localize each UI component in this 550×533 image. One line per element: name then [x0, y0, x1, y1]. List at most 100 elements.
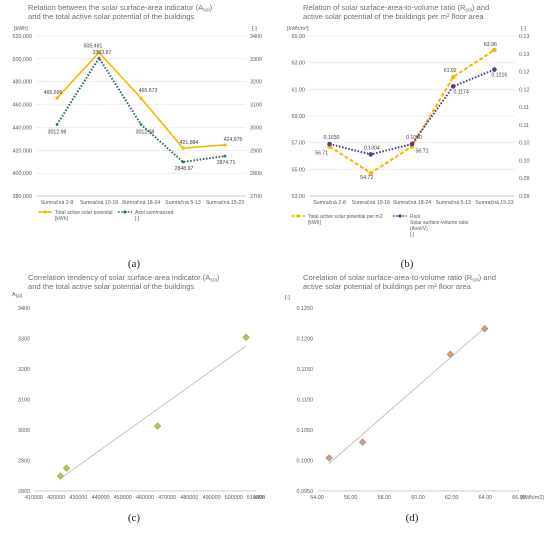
chart-a-ytick-right: 2700: [250, 194, 262, 200]
chart-b-series-line-0: [329, 49, 495, 175]
chart-b-ytick-right: 0.13: [519, 34, 530, 40]
chart-b-ytick-right: 0.11: [519, 105, 529, 111]
caption-a: (a): [127, 258, 141, 270]
chart-a-point-1: [223, 154, 227, 158]
chart-b-point-0: [450, 74, 456, 80]
chart-d-title-line: active solar potential of buildings per …: [303, 282, 472, 291]
chart-b-point-1: [409, 141, 415, 147]
chart-a-legend-marker-1: [123, 210, 127, 214]
chart-c-ytick: 3100: [18, 398, 30, 404]
chart-c-xtick: 510000: [247, 495, 265, 501]
chart-c-xtick: 440000: [92, 495, 110, 501]
chart-d-scatter-point: [358, 438, 367, 446]
chart-b-ytick-right: 0.10: [519, 158, 530, 164]
chart-b-data-label-0: 63.96: [484, 42, 497, 48]
chart-b-data-label-1: 0.1004: [364, 145, 380, 151]
chart-b-point-1: [368, 152, 374, 157]
chart-a-data-label-0: 465,696: [44, 90, 63, 96]
chart-b-point-0: [368, 170, 374, 176]
chart-a-ytick-left: 400,000: [13, 171, 33, 177]
chart-d-ytick: 0.1000: [297, 459, 314, 465]
chart-d-trendline: [328, 327, 485, 464]
chart-a-ytick-left: 520,000: [13, 34, 33, 40]
chart-b-legend-label-1: Rsol: [410, 214, 420, 220]
chart-d-svg: Corelation of solar surface-area-to-volu…: [285, 273, 544, 501]
chart-c-ytick: 2900: [18, 459, 30, 465]
chart-a-xtick: Sumračná 2-8: [41, 200, 74, 206]
chart-b-data-label-0: 56.71: [416, 149, 429, 155]
chart-a-ytick-right: 2800: [250, 171, 262, 177]
chart-a-legend-label-0: Total active solar potential: [55, 210, 113, 216]
chart-panel-a: Relation between the solar surface-area …: [0, 0, 275, 255]
chart-d-xtick: 56.00: [344, 495, 358, 501]
chart-c-ytick: 2800: [18, 489, 30, 495]
chart-a-ytick-right: 3000: [250, 125, 262, 131]
chart-a-point-0: [139, 96, 143, 100]
chart-c-xtick: 410000: [25, 495, 43, 501]
chart-c-xtick: 480000: [180, 495, 198, 501]
chart-panel-c: Correlation tendency of solar surface-ar…: [0, 268, 275, 508]
chart-a-right-unit: [-]: [252, 26, 257, 32]
chart-d-scatter-point: [446, 350, 455, 359]
chart-a-ytick-right: 3200: [250, 80, 262, 86]
chart-a-legend-label-0: [kWh]: [55, 216, 68, 222]
chart-b-ytick-left: 61.00: [292, 87, 306, 93]
chart-c-xtick: 500000: [225, 495, 243, 501]
chart-a-ytick-left: 480,000: [13, 80, 33, 86]
chart-c-xtick: 430000: [69, 495, 87, 501]
chart-d-y-unit: [-]: [285, 295, 290, 301]
chart-b-left-unit: [kWh/m²]: [287, 26, 309, 32]
chart-d-x-unit: [kWh/m2]: [521, 495, 544, 501]
chart-a-point-1: [181, 160, 185, 164]
chart-b-ytick-left: 65.00: [292, 34, 306, 40]
chart-b-series-line-1: [329, 68, 495, 156]
chart-b-ytick-left: 53.00: [292, 194, 306, 200]
chart-b-right-unit: [-]: [521, 26, 526, 32]
chart-b-legend-marker-1: [398, 214, 402, 218]
chart-a-legend-marker-0: [43, 210, 47, 214]
chart-c-xtick: 450000: [114, 495, 132, 501]
chart-a-ytick-left: 500,000: [13, 57, 33, 63]
chart-c-ytick: 3300: [18, 337, 30, 343]
chart-b-svg: Relation of solar surface-area-to-volume…: [287, 3, 530, 238]
chart-panel-b: Relation of solar surface-area-to-volume…: [275, 0, 550, 255]
chart-a-point-1: [97, 56, 101, 60]
chart-c-scatter-point: [56, 472, 65, 480]
chart-d-ytick: 0.1100: [297, 398, 313, 404]
chart-c-xtick: 490000: [203, 495, 221, 501]
chart-c-xtick: 460000: [136, 495, 154, 501]
chart-b-ytick-right: 0.09: [519, 176, 530, 182]
chart-d-ytick: 0.1200: [297, 337, 314, 343]
chart-a-data-label-0: 505,491: [84, 44, 103, 50]
chart-a-data-label-0: 424,675: [224, 137, 243, 143]
chart-a-data-label-1: 3012.98: [48, 129, 67, 135]
chart-d-xtick: 60.00: [411, 495, 425, 501]
chart-a-xtick: Sumračná 5-13: [165, 200, 201, 206]
chart-a-data-label-1: 2848.97: [175, 166, 194, 172]
chart-a-point-1: [139, 123, 143, 126]
chart-d-ytick: 0.1150: [297, 367, 313, 373]
chart-b-ytick-right: 0.12: [519, 70, 530, 76]
chart-c-scatter-point: [153, 422, 162, 430]
chart-d-ytick: 0.0950: [297, 489, 314, 495]
chart-a-legend-label-1: Asol summarized: [135, 210, 174, 216]
chart-c-scatter-point: [242, 333, 250, 342]
chart-d-xtick: 58.00: [378, 495, 392, 501]
chart-a-point-0: [181, 146, 185, 150]
chart-a-left-unit: [kWh]: [14, 26, 28, 32]
chart-b-title-line: Relation of solar surface-area-to-volume…: [303, 3, 489, 14]
chart-d-scatter-point: [325, 454, 333, 462]
chart-d-xtick: 66.00: [512, 495, 526, 501]
chart-b-legend-label-0: Total active solar potential per m2: [308, 214, 383, 220]
chart-d-xtick: 54.00: [310, 495, 324, 501]
chart-b-point-0: [492, 47, 497, 53]
chart-panel-d: Corelation of solar surface-area-to-volu…: [275, 268, 550, 508]
chart-b-ytick-left: 63.00: [292, 61, 306, 67]
chart-c-svg: Correlation tendency of solar surface-ar…: [12, 273, 265, 501]
chart-b-legend-label-0: [kWh]: [308, 220, 321, 226]
chart-b-point-1: [492, 67, 497, 72]
chart-b-data-label-1: 0.1216: [491, 73, 507, 79]
chart-b-ytick-right: 0.13: [519, 52, 530, 58]
chart-a-data-label-1: 3303.87: [93, 50, 112, 56]
chart-d-xtick: 64.00: [479, 495, 493, 501]
